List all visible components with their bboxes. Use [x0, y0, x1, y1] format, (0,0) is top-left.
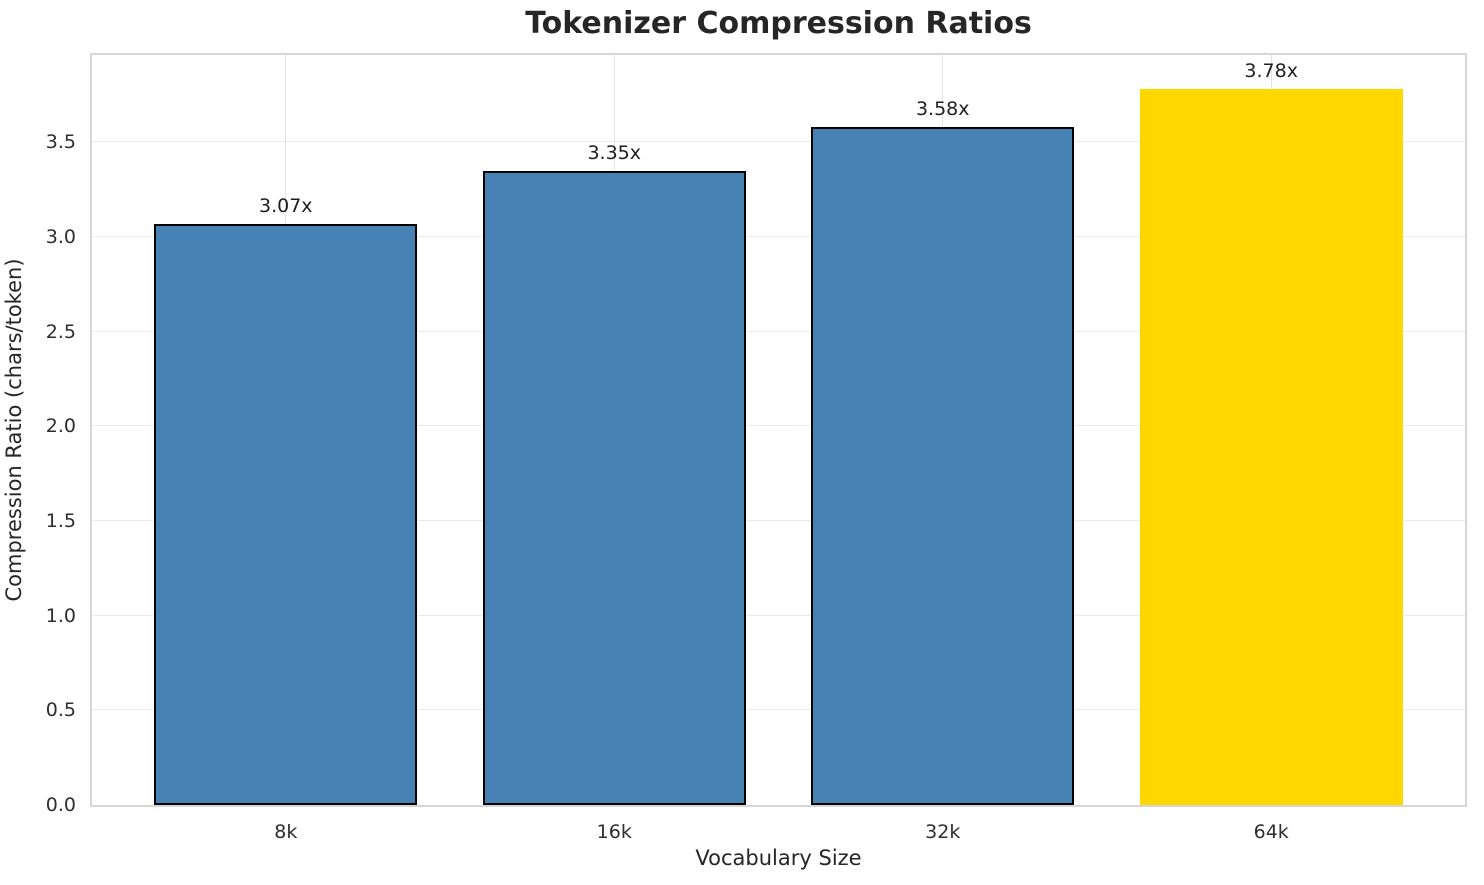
- bar: [154, 223, 418, 805]
- chart-title: Tokenizer Compression Ratios: [525, 6, 1032, 41]
- bar: [811, 126, 1075, 805]
- h-gridline: [92, 235, 1465, 237]
- y-tick-label: 3.0: [45, 225, 76, 248]
- y-tick-label: 0.0: [45, 794, 76, 816]
- bar-value-label: 3.58x: [915, 97, 970, 120]
- x-tick-label: 32k: [925, 821, 961, 843]
- y-tick-label: 2.0: [45, 415, 76, 438]
- bar: [482, 170, 746, 805]
- h-gridline: [92, 614, 1465, 616]
- bar-value-label: 3.78x: [1244, 60, 1298, 83]
- h-gridline: [92, 425, 1465, 427]
- x-tick-label: 8k: [274, 821, 298, 843]
- x-axis-label: Vocabulary Size: [695, 846, 862, 870]
- plot-area: 3.07x 3.35x 3.58x 3.78x: [90, 53, 1467, 807]
- bar-value-label: 3.35x: [587, 141, 642, 164]
- x-tick-label: 16k: [596, 821, 632, 843]
- h-gridline: [92, 519, 1465, 521]
- y-tick-label: 1.0: [45, 604, 76, 627]
- y-tick-label: 0.5: [45, 699, 76, 722]
- h-gridline: [92, 709, 1465, 711]
- y-tick-label: 1.5: [45, 509, 76, 532]
- x-tick-label: 64k: [1253, 821, 1289, 843]
- h-gridline: [92, 141, 1465, 143]
- bar-value-label: 3.07x: [259, 194, 313, 217]
- y-tick-label: 2.5: [45, 320, 76, 343]
- y-tick-label: 3.5: [45, 131, 76, 154]
- h-gridline: [92, 330, 1465, 332]
- bar: [1139, 89, 1403, 805]
